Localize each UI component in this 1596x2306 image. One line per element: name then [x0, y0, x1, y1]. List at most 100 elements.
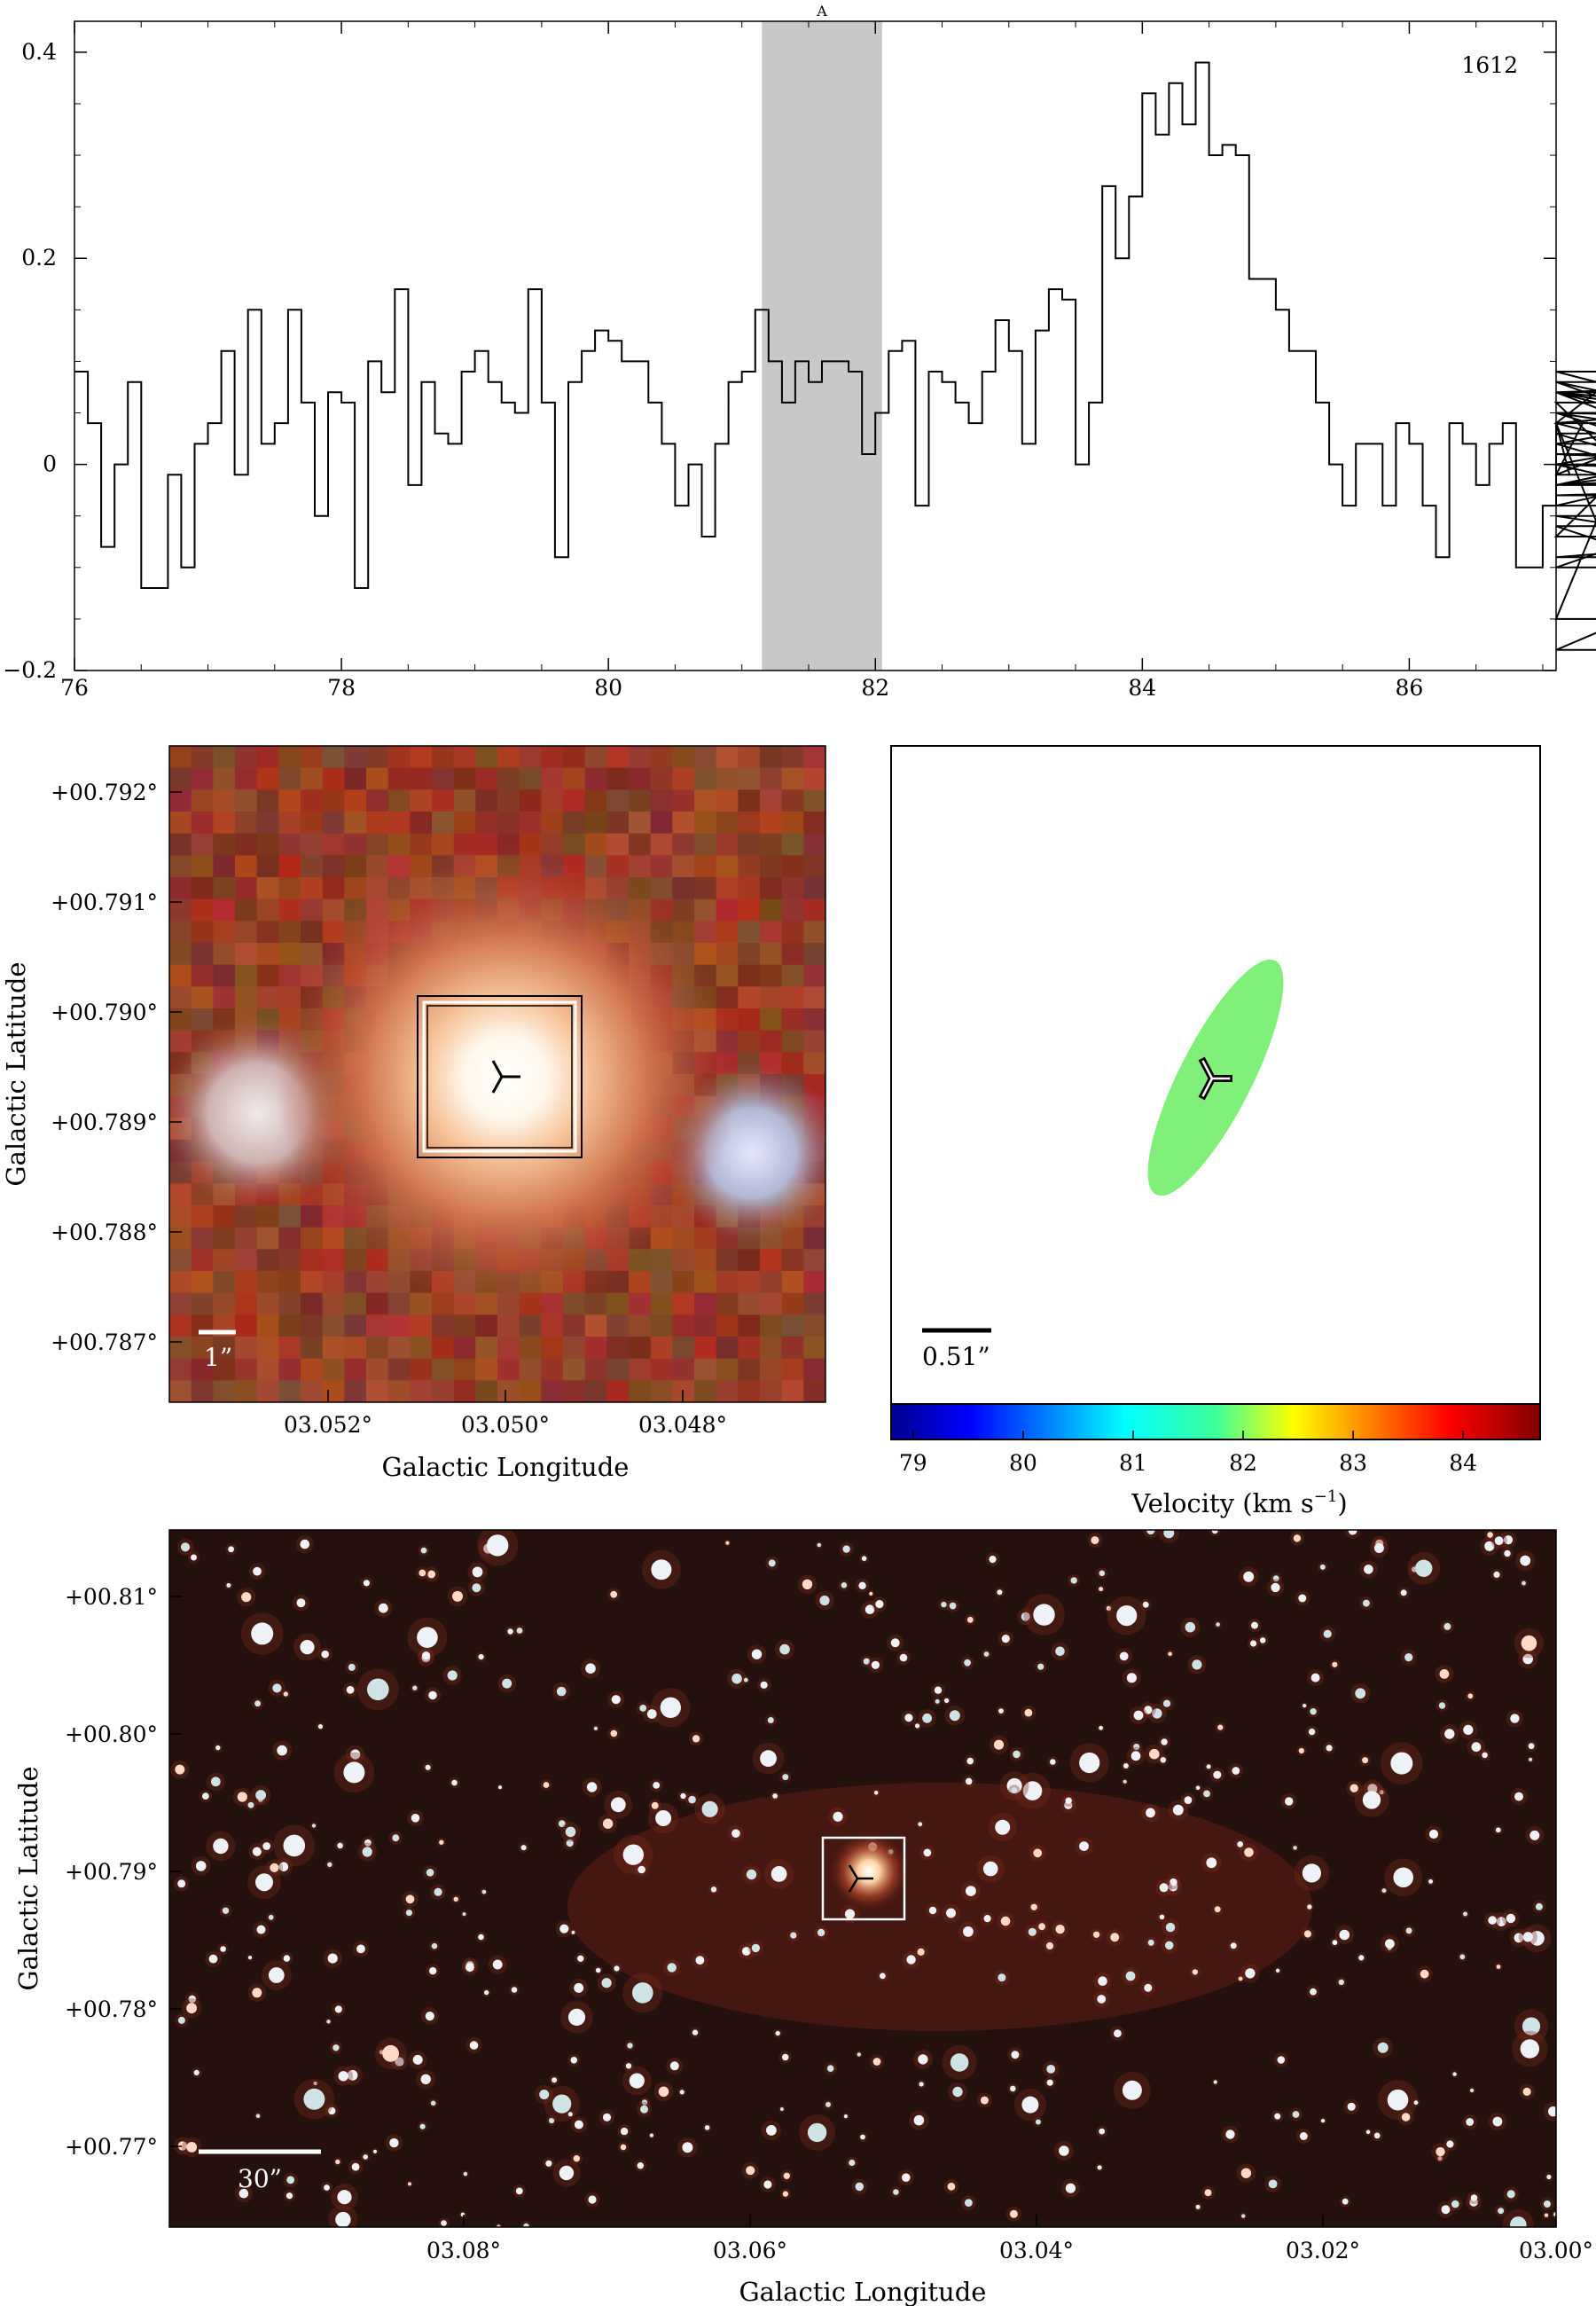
- image-pixel: [563, 812, 586, 835]
- star: [478, 1654, 484, 1660]
- x-tick-label: 80: [594, 675, 622, 701]
- star: [1510, 2216, 1527, 2227]
- star: [1185, 1621, 1196, 1633]
- image-pixel: [584, 1380, 607, 1402]
- image-pixel: [694, 1314, 717, 1337]
- star: [614, 1965, 620, 1972]
- image-pixel: [191, 921, 214, 944]
- y-tick-label: +00.789°: [51, 1110, 158, 1135]
- star: [952, 2086, 963, 2098]
- image-pixel: [694, 812, 717, 835]
- star: [1241, 2214, 1246, 2218]
- star: [389, 2137, 399, 2148]
- image-pixel: [432, 767, 455, 790]
- image-pixel: [716, 898, 739, 922]
- star: [1213, 2080, 1217, 2084]
- star: [844, 1909, 856, 1919]
- star: [1451, 2200, 1459, 2208]
- star: [871, 1660, 880, 1669]
- star: [268, 1914, 274, 1920]
- image-pixel: [213, 921, 236, 944]
- image-pixel: [760, 943, 783, 966]
- star: [549, 2117, 555, 2124]
- image-pixel: [650, 789, 673, 812]
- colorbar-tick-label: 79: [899, 1450, 927, 1476]
- image-pixel: [256, 746, 279, 769]
- image-pixel: [278, 1314, 301, 1337]
- star: [1342, 2198, 1349, 2205]
- image-pixel: [519, 1358, 542, 1381]
- star: [1195, 2204, 1201, 2209]
- image-pixel: [519, 1337, 542, 1360]
- image-pixel: [301, 767, 324, 790]
- image-pixel: [584, 746, 607, 769]
- star: [1168, 1651, 1172, 1657]
- star: [1362, 1757, 1369, 1764]
- star: [472, 1566, 483, 1578]
- image-pixel: [781, 789, 804, 812]
- star: [1413, 2100, 1419, 2106]
- star: [1030, 1903, 1037, 1910]
- star: [1277, 2056, 1286, 2064]
- star: [1298, 1747, 1304, 1754]
- highlight-band: [762, 21, 882, 671]
- image-pixel: [541, 1358, 564, 1381]
- star: [1114, 2029, 1122, 2038]
- star: [1319, 1564, 1326, 1570]
- star: [419, 2123, 426, 2130]
- image-pixel: [213, 1380, 236, 1402]
- star: [1307, 1904, 1312, 1910]
- image-pixel: [213, 877, 236, 900]
- image-pixel: [694, 789, 717, 812]
- star: [918, 2054, 928, 2065]
- image-pixel: [213, 1249, 236, 1272]
- star: [783, 2172, 790, 2179]
- star: [1225, 2130, 1235, 2139]
- star: [567, 2008, 586, 2026]
- star: [1091, 1536, 1099, 1545]
- star: [1271, 1582, 1280, 1593]
- star: [1390, 1752, 1413, 1775]
- image-pixel: [738, 1358, 761, 1381]
- image-pixel: [694, 767, 717, 790]
- star: [941, 1601, 947, 1608]
- star: [429, 1967, 437, 1975]
- star: [337, 2190, 352, 2205]
- star: [451, 1779, 458, 1786]
- image-pixel: [213, 812, 236, 835]
- star: [300, 1539, 310, 1549]
- image-pixel: [301, 1227, 324, 1250]
- star: [1098, 1976, 1107, 1986]
- star: [751, 1649, 763, 1659]
- image-pixel: [191, 943, 214, 966]
- star: [1310, 1673, 1320, 1682]
- image-pixel: [584, 789, 607, 812]
- colorbar-tick-label: 80: [1009, 1450, 1037, 1476]
- image-pixel: [803, 1314, 825, 1337]
- image-pixel: [716, 1249, 739, 1272]
- star: [270, 1863, 279, 1872]
- image-pixel: [169, 1183, 192, 1206]
- image-pixel: [760, 1358, 783, 1381]
- star: [949, 1602, 957, 1610]
- star: [559, 1924, 569, 1933]
- image-pixel: [497, 1358, 520, 1381]
- star: [1522, 1653, 1533, 1665]
- image-pixel: [453, 1337, 476, 1360]
- y-tick-label: −0.2: [3, 657, 57, 683]
- star: [934, 1686, 943, 1694]
- image-pixel: [584, 1292, 607, 1315]
- star: [965, 2199, 973, 2208]
- image-pixel: [213, 746, 236, 769]
- image-pixel: [278, 789, 301, 812]
- star: [1099, 1587, 1104, 1592]
- image-pixel: [803, 1227, 825, 1250]
- image-pixel: [803, 877, 825, 900]
- star: [682, 2142, 693, 2153]
- star: [1358, 1955, 1365, 1961]
- star: [767, 1717, 774, 1723]
- star: [1243, 1571, 1255, 1582]
- star: [1065, 1797, 1072, 1804]
- star: [1119, 1651, 1129, 1661]
- image-pixel: [803, 898, 825, 922]
